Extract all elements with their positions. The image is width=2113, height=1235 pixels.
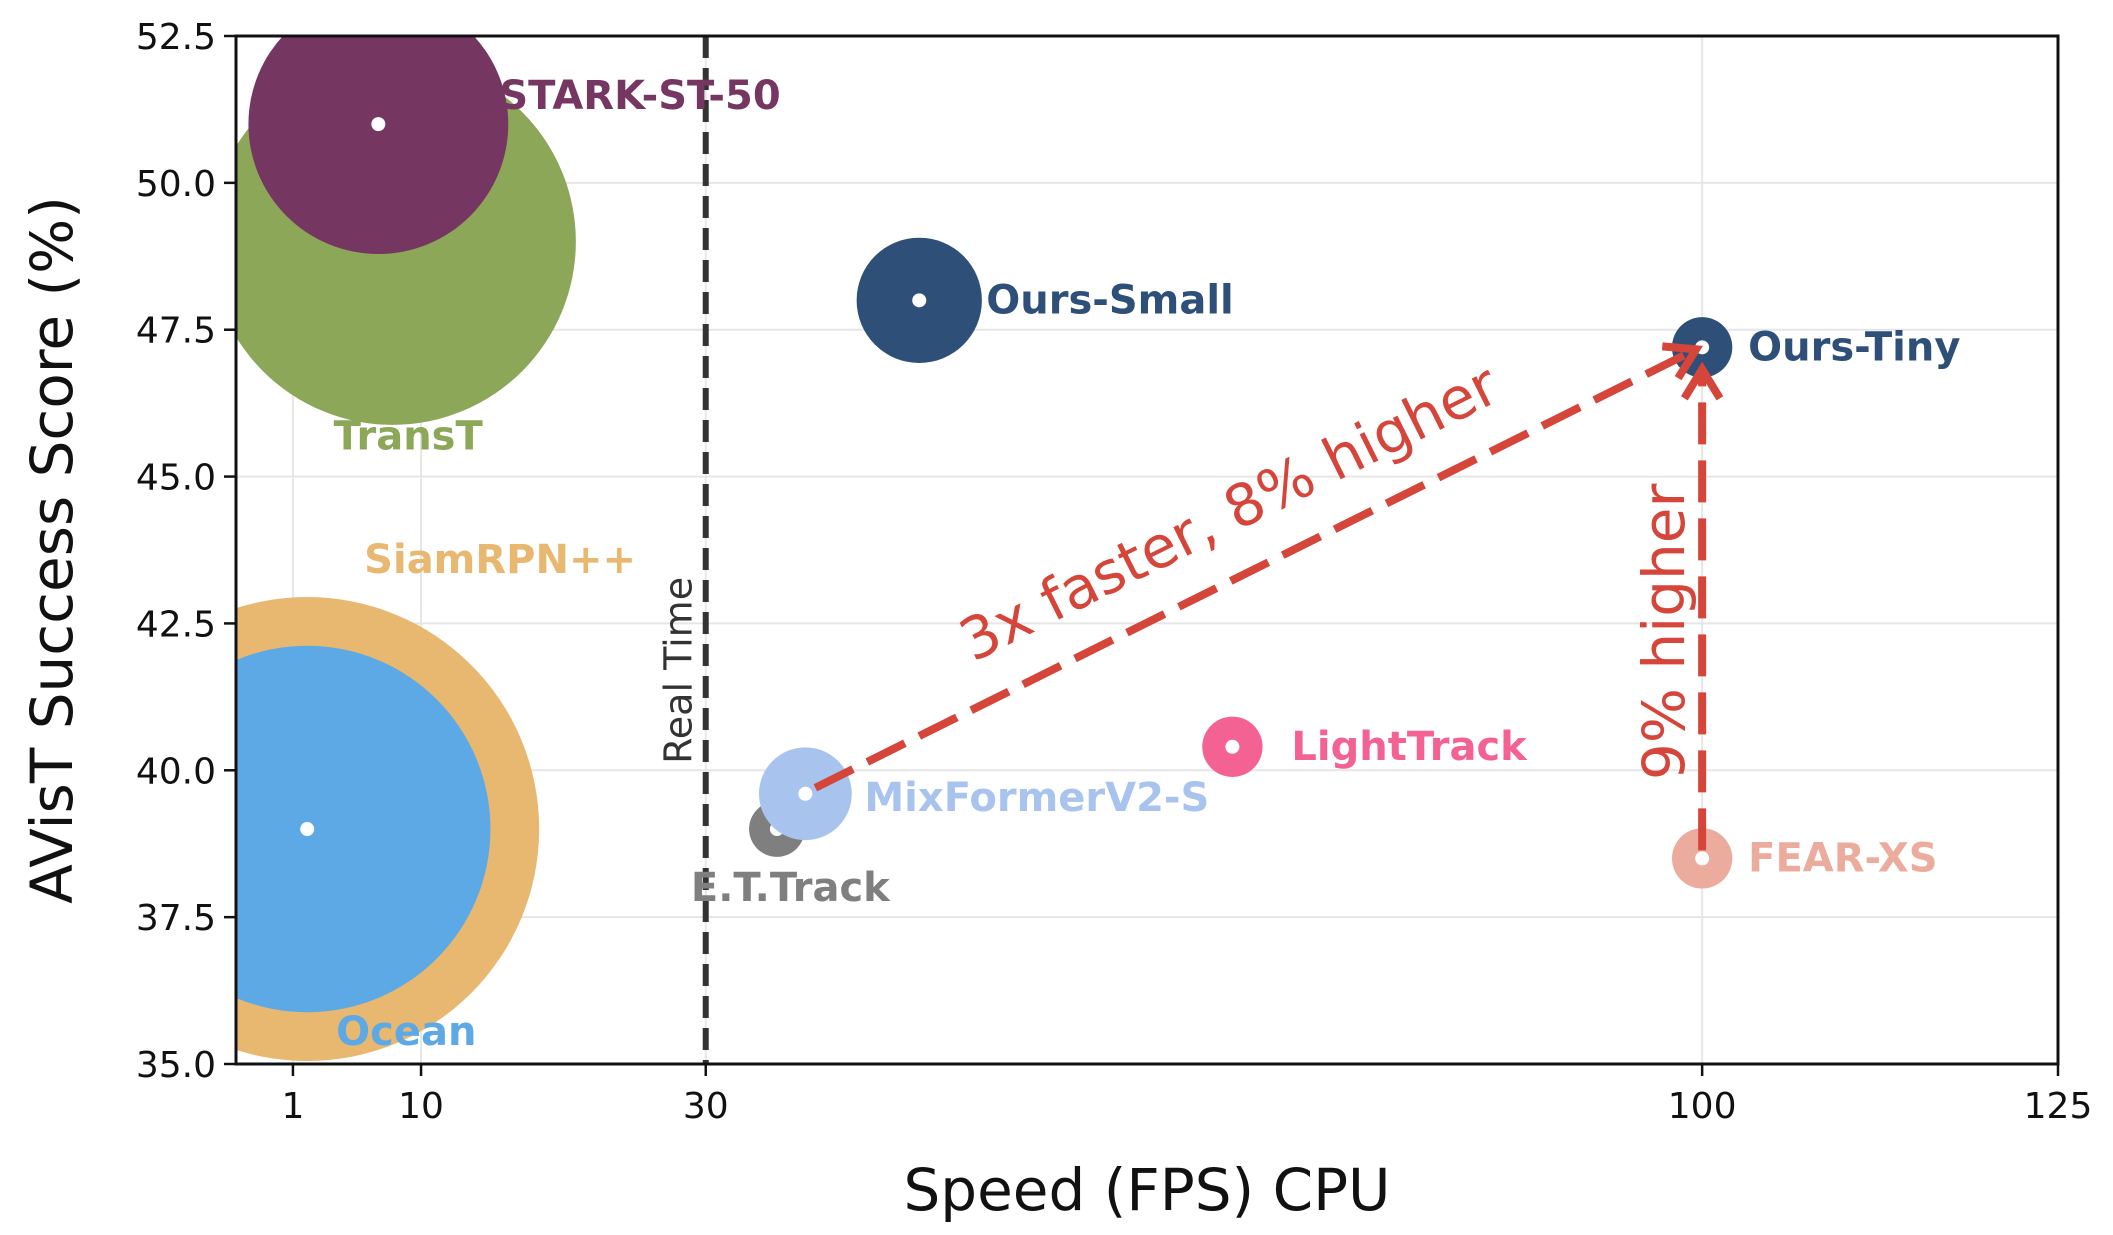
label-ours-small: Ours-Small xyxy=(986,277,1234,323)
y-tick-label: 42.5 xyxy=(136,604,216,645)
x-tick-label: 1 xyxy=(281,1086,304,1127)
x-tick-label: 100 xyxy=(1668,1086,1737,1127)
y-tick-label: 52.5 xyxy=(136,17,216,58)
y-tick-label: 40.0 xyxy=(136,751,216,792)
point-labels: SiamRPN++ Ocean TransT STARK-ST-50 E.T.Track… xyxy=(334,73,1961,1055)
x-axis-title: Speed (FPS) CPU xyxy=(903,1156,1390,1224)
bubble-center-dot xyxy=(371,117,386,132)
y-tick-label: 45.0 xyxy=(136,458,216,499)
bubble-stark-st-50 xyxy=(248,36,509,254)
arrow-head xyxy=(1680,361,1724,401)
label-mixformerv2-s: MixFormerV2-S xyxy=(864,775,1209,821)
label-ocean: Ocean xyxy=(336,1009,476,1055)
plot-frame xyxy=(234,34,2060,1066)
axis-ticks: 1 10 30 100 125 35.0 37.5 40.0 42.5 45.0 47.5 50.0 5… xyxy=(136,17,2093,1127)
label-lighttrack: LightTrack xyxy=(1291,724,1528,770)
bubble-ocean xyxy=(236,645,491,1013)
label-fear-xs: FEAR-XS xyxy=(1748,835,1937,881)
y-tick-label: 37.5 xyxy=(136,898,216,939)
bubble-center-dot xyxy=(1695,851,1710,866)
label-ours-tiny: Ours-Tiny xyxy=(1748,324,1960,370)
y-tick-label: 35.0 xyxy=(136,1045,216,1086)
real-time-label: Real Time xyxy=(657,577,701,764)
annotation-text-2: 9% higher xyxy=(1630,484,1698,781)
bubble-center-dot xyxy=(1225,739,1240,754)
annotation-text-1: 3x faster, 8% higher xyxy=(949,350,1509,674)
arrow-head xyxy=(1661,342,1703,381)
real-time-reference: Real Time xyxy=(657,36,709,1064)
label-siamrpn-: SiamRPN++ xyxy=(364,537,636,583)
arrow-shaft xyxy=(813,348,1693,792)
y-tick-label: 47.5 xyxy=(136,311,216,352)
bubbles xyxy=(236,36,1733,1061)
y-axis-title: AVisT Success Score (%) xyxy=(18,196,86,904)
label-stark-st-50: STARK-ST-50 xyxy=(499,73,780,119)
annotation-arrow-1: 3x faster, 8% higher xyxy=(813,342,1703,792)
bubble-center-dot xyxy=(912,293,927,308)
x-tick-label: 10 xyxy=(398,1086,444,1127)
label-e-t-track: E.T.Track xyxy=(691,865,891,911)
y-tick-label: 50.0 xyxy=(136,164,216,205)
bubble-center-dot xyxy=(798,786,813,801)
x-tick-label: 125 xyxy=(2024,1086,2093,1127)
label-transt: TransT xyxy=(334,414,484,460)
x-tick-label: 30 xyxy=(683,1086,729,1127)
bubble-center-dot xyxy=(300,822,315,837)
annotation-arrow-2: 9% higher xyxy=(1630,361,1724,851)
